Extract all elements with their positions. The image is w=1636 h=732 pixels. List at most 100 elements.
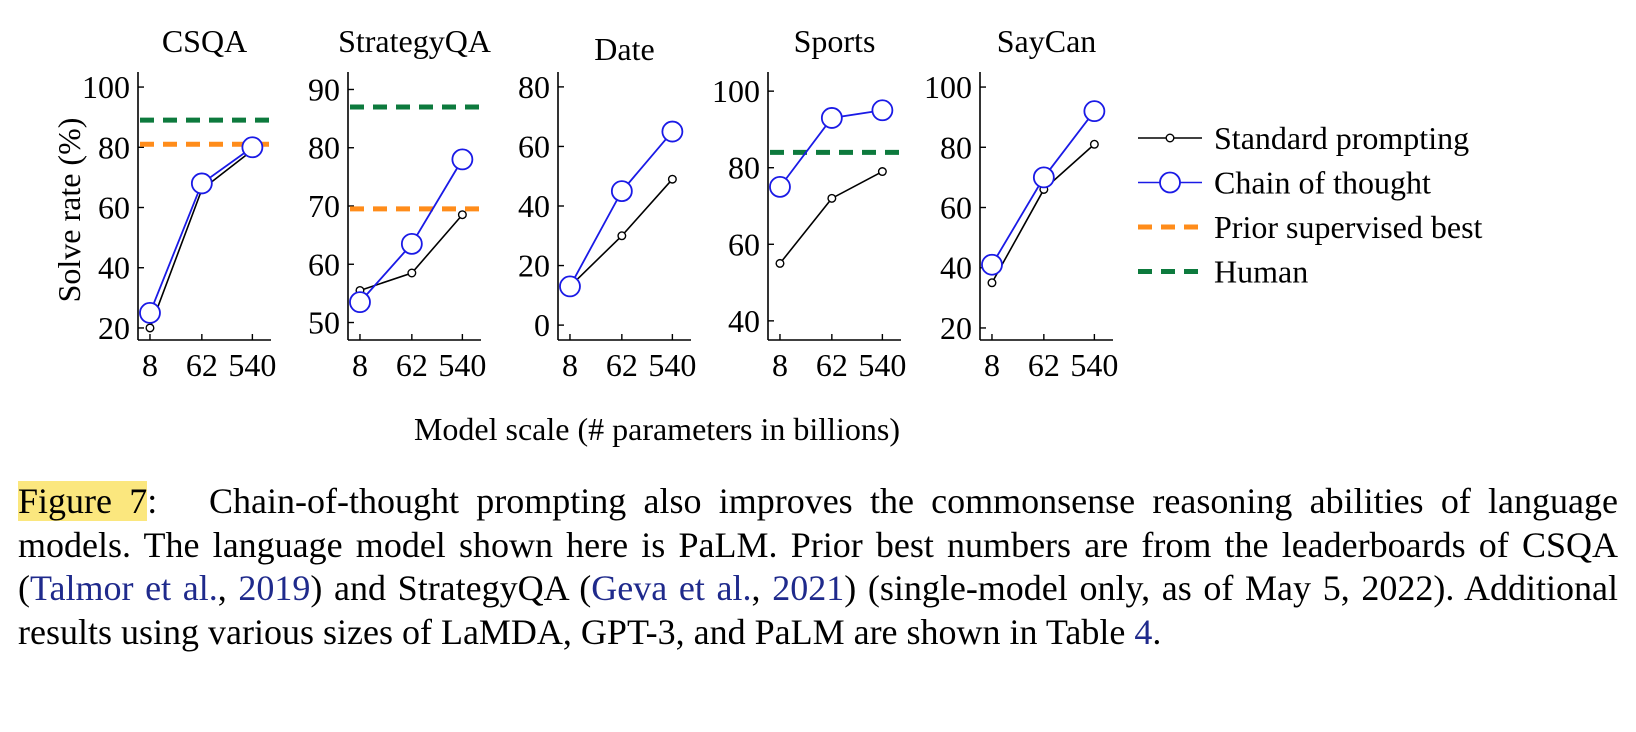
caption-end: .	[1152, 611, 1162, 652]
y-tick-label: 100	[712, 73, 760, 109]
data-point-standard-prompting	[1089, 139, 1099, 149]
panel-title: CSQA	[162, 23, 247, 59]
data-point-chain-of-thought	[400, 232, 423, 255]
y-tick-label: 20	[940, 310, 972, 346]
data-point-chain-of-thought	[349, 291, 371, 314]
data-point-standard-prompting	[987, 278, 997, 288]
legend-swatch-marker	[1165, 133, 1175, 143]
y-tick-label: 0	[534, 307, 550, 343]
panel-title: StrategyQA	[338, 23, 491, 59]
data-point-chain-of-thought	[139, 301, 161, 324]
x-tick-label: 62	[186, 347, 218, 383]
y-tick-label: 60	[518, 128, 550, 164]
caption-colon: :	[147, 481, 158, 521]
citation-geva-author[interactable]: Geva et al.	[591, 568, 752, 608]
legend-entry-chain-of-thought: Chain of thought	[1138, 165, 1431, 201]
data-point-standard-prompting	[407, 268, 417, 278]
legend-entry-prior-supervised-best: Prior supervised best	[1138, 209, 1483, 245]
x-tick-label: 540	[228, 347, 276, 383]
caption-text-1: Chain-of-thought prompting also improves…	[18, 481, 1618, 608]
legend-label: Prior supervised best	[1214, 209, 1483, 245]
data-point-chain-of-thought	[559, 275, 581, 298]
data-point-chain-of-thought	[1032, 166, 1055, 189]
legend-entry-standard-prompting: Standard prompting	[1138, 120, 1469, 156]
y-tick-label: 40	[98, 250, 130, 286]
legend-entry-human: Human	[1138, 254, 1308, 290]
data-point-standard-prompting	[775, 258, 785, 268]
series-line-chain-of-thought	[359, 158, 464, 303]
data-point-chain-of-thought	[610, 180, 633, 203]
y-tick-label: 40	[518, 188, 550, 224]
y-tick-label: 60	[308, 246, 340, 282]
data-point-chain-of-thought	[241, 136, 264, 159]
panel-date: Date 0 20 40 60 80 8 62 540	[518, 31, 696, 383]
y-tick-label: 90	[308, 71, 340, 107]
data-point-standard-prompting	[877, 167, 887, 177]
panel-csqa: CSQA 20 40 60 80 100 8 62 540 Solve rate (%)	[51, 23, 276, 383]
y-tick-label: 100	[924, 69, 972, 105]
data-point-chain-of-thought	[190, 172, 213, 195]
x-tick-label: 8	[142, 347, 158, 383]
x-tick-label: 540	[648, 347, 696, 383]
data-point-chain-of-thought	[820, 107, 843, 129]
panel-title: SayCan	[997, 23, 1097, 59]
citation-separator: ,	[217, 568, 239, 608]
series-line-standard-prompting	[991, 143, 1095, 284]
data-point-standard-prompting	[827, 193, 837, 203]
y-tick-label: 80	[728, 150, 760, 186]
caption-text-2: ) and StrategyQA (	[310, 568, 592, 608]
y-tick-label: 80	[98, 129, 130, 165]
y-axis-label: Solve rate (%)	[51, 118, 87, 303]
citation-talmor-year[interactable]: 2019	[238, 568, 311, 608]
data-point-standard-prompting	[145, 323, 155, 333]
table-reference-link[interactable]: 4	[1134, 611, 1153, 652]
y-tick-label: 100	[82, 69, 130, 105]
panel-title: Sports	[794, 23, 876, 59]
legend-label: Human	[1214, 254, 1308, 290]
data-point-standard-prompting	[617, 231, 627, 241]
legend-swatch-marker	[1159, 171, 1181, 194]
data-point-standard-prompting	[667, 174, 677, 184]
panel-strategyqa: StrategyQA 50 60 70 80 90 8 62 540	[308, 23, 491, 383]
panel-sports: Sports 40 60 80 100 8 62 540	[712, 23, 906, 383]
series-line-chain-of-thought	[569, 130, 674, 287]
citation-talmor-author[interactable]: Talmor et al.	[30, 568, 218, 608]
x-tick-label: 8	[772, 347, 788, 383]
x-tick-label: 8	[984, 347, 1000, 383]
y-tick-label: 60	[728, 226, 760, 262]
x-tick-label: 8	[352, 347, 368, 383]
data-point-chain-of-thought	[981, 253, 1003, 276]
citation-geva-year[interactable]: 2021	[772, 568, 845, 608]
x-tick-label: 62	[1028, 347, 1060, 383]
y-tick-label: 80	[518, 69, 550, 105]
y-tick-label: 40	[940, 250, 972, 286]
caption-text-3: ) (single-model only, as of May 5, 2022)…	[18, 568, 1618, 652]
shared-x-axis-label: Model scale (# parameters in billions)	[414, 411, 900, 447]
y-tick-label: 40	[728, 303, 760, 339]
legend-label: Chain of thought	[1214, 165, 1431, 201]
series-line-standard-prompting	[779, 170, 883, 264]
legend: Standard prompting Chain of thought Prior …	[1138, 120, 1483, 290]
x-tick-label: 540	[858, 347, 906, 383]
y-tick-label: 20	[518, 248, 550, 284]
x-tick-label: 8	[562, 347, 578, 383]
y-tick-label: 80	[308, 130, 340, 166]
data-point-chain-of-thought	[1083, 100, 1106, 123]
legend-label: Standard prompting	[1214, 120, 1469, 156]
y-tick-label: 60	[98, 190, 130, 226]
figure-label[interactable]: Figure 7	[18, 481, 148, 521]
y-tick-label: 20	[98, 310, 130, 346]
y-tick-label: 60	[940, 190, 972, 226]
panel-title: Date	[594, 31, 654, 67]
y-tick-label: 50	[308, 305, 340, 341]
x-tick-label: 540	[438, 347, 486, 383]
panel-saycan: SayCan 20 40 60 80 100 8 62 540	[924, 23, 1118, 383]
y-tick-label: 80	[940, 129, 972, 165]
citation-separator: ,	[751, 568, 773, 608]
x-tick-label: 540	[1070, 347, 1118, 383]
x-tick-label: 62	[396, 347, 428, 383]
data-point-chain-of-thought	[769, 175, 791, 198]
data-point-chain-of-thought	[451, 148, 474, 171]
